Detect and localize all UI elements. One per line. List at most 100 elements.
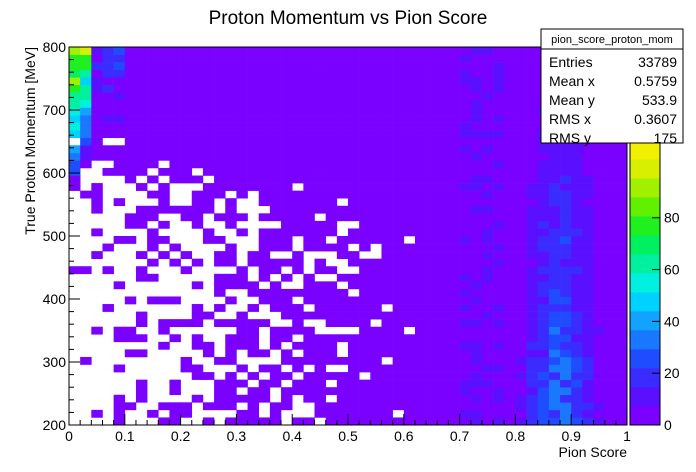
heatmap-cell bbox=[314, 160, 326, 169]
heatmap-cell bbox=[281, 402, 293, 411]
heatmap-cell bbox=[303, 62, 315, 70]
heatmap-cell bbox=[69, 62, 81, 70]
heatmap-cell bbox=[292, 288, 304, 297]
heatmap-cell bbox=[414, 183, 427, 191]
heatmap-cell bbox=[392, 99, 405, 108]
heatmap-cell bbox=[470, 281, 483, 290]
x-tick-label: 0.2 bbox=[171, 428, 191, 444]
heatmap-cell bbox=[582, 304, 594, 312]
heatmap-cell bbox=[135, 334, 148, 343]
x-tick-label: 0.9 bbox=[561, 428, 581, 444]
heatmap-cell bbox=[615, 251, 628, 259]
heatmap-cell bbox=[459, 107, 472, 116]
heatmap-cell bbox=[392, 296, 405, 305]
heatmap-cell bbox=[571, 319, 583, 328]
heatmap-cell bbox=[214, 160, 226, 169]
heatmap-cell bbox=[370, 349, 382, 358]
heatmap-cell bbox=[281, 145, 293, 154]
heatmap-cell bbox=[147, 258, 159, 267]
heatmap-cell bbox=[325, 84, 338, 93]
heatmap-cell bbox=[102, 115, 114, 123]
heatmap-cell bbox=[113, 69, 126, 78]
heatmap-cell bbox=[537, 304, 550, 312]
heatmap-cell bbox=[426, 198, 438, 207]
heatmap-cell bbox=[582, 213, 594, 222]
heatmap-cell bbox=[370, 341, 382, 350]
heatmap-cell bbox=[392, 183, 405, 191]
heatmap-cell bbox=[414, 167, 427, 176]
heatmap-cell bbox=[615, 205, 628, 214]
heatmap-cell bbox=[515, 236, 527, 244]
heatmap-cell bbox=[515, 266, 527, 275]
heatmap-cell bbox=[504, 296, 516, 305]
heatmap-cell bbox=[225, 379, 237, 388]
heatmap-cell bbox=[292, 213, 304, 222]
heatmap-cell bbox=[571, 213, 583, 222]
heatmap-cell bbox=[403, 311, 416, 320]
heatmap-cell bbox=[147, 160, 159, 169]
heatmap-cell bbox=[582, 236, 594, 244]
heatmap-cell bbox=[548, 319, 561, 328]
heatmap-cell bbox=[381, 281, 393, 290]
heatmap-cell bbox=[403, 243, 416, 252]
heatmap-cell bbox=[214, 122, 226, 131]
heatmap-cell bbox=[158, 77, 170, 86]
heatmap-cell bbox=[314, 190, 326, 199]
heatmap-cell bbox=[414, 152, 427, 161]
heatmap-cell bbox=[604, 243, 617, 252]
heatmap-cell bbox=[537, 341, 550, 350]
heatmap-cell bbox=[481, 266, 494, 275]
heatmap-cell bbox=[180, 266, 193, 275]
heatmap-cell bbox=[359, 409, 371, 418]
heatmap-cell bbox=[448, 311, 460, 320]
heatmap-cell bbox=[124, 137, 137, 146]
heatmap-cell bbox=[258, 387, 271, 396]
heatmap-cell bbox=[526, 236, 539, 244]
heatmap-cell bbox=[560, 281, 572, 290]
heatmap-cell bbox=[470, 167, 483, 176]
heatmap-cell bbox=[191, 175, 204, 184]
heatmap-cell bbox=[269, 47, 282, 55]
heatmap-cell bbox=[548, 220, 561, 229]
heatmap-cell bbox=[526, 364, 539, 373]
heatmap-cell bbox=[537, 417, 550, 426]
heatmap-cell bbox=[370, 288, 382, 297]
heatmap-cell bbox=[314, 296, 326, 305]
heatmap-cell bbox=[526, 349, 539, 358]
heatmap-cell bbox=[69, 183, 81, 191]
heatmap-cell bbox=[269, 198, 282, 207]
heatmap-cell bbox=[370, 107, 382, 116]
heatmap-cell bbox=[504, 84, 516, 93]
heatmap-cell bbox=[403, 77, 416, 86]
heatmap-cell bbox=[214, 304, 226, 312]
heatmap-cell bbox=[548, 213, 561, 222]
heatmap-cell bbox=[504, 160, 516, 169]
heatmap-cell bbox=[459, 379, 472, 388]
heatmap-cell bbox=[537, 183, 550, 191]
heatmap-cell bbox=[325, 122, 338, 131]
heatmap-cell bbox=[247, 394, 260, 403]
heatmap-cell bbox=[303, 99, 315, 108]
heatmap-cell bbox=[69, 167, 81, 176]
heatmap-cell bbox=[493, 251, 505, 259]
heatmap-cell bbox=[448, 47, 460, 55]
heatmap-cell bbox=[392, 160, 405, 169]
heatmap-cell bbox=[158, 417, 170, 426]
heatmap-cell bbox=[247, 84, 260, 93]
heatmap-cell bbox=[414, 213, 427, 222]
heatmap-cell bbox=[403, 47, 416, 55]
heatmap-cell bbox=[281, 160, 293, 169]
heatmap-cell bbox=[470, 349, 483, 358]
heatmap-cell bbox=[214, 319, 226, 328]
heatmap-cell bbox=[582, 349, 594, 358]
heatmap-cell bbox=[548, 372, 561, 380]
heatmap-cell bbox=[169, 387, 181, 396]
heatmap-cell bbox=[437, 273, 449, 282]
heatmap-cell bbox=[325, 167, 338, 176]
heatmap-cell bbox=[247, 130, 260, 139]
heatmap-cell bbox=[604, 326, 617, 335]
color-scale-label: 40 bbox=[664, 313, 680, 329]
heatmap-cell bbox=[582, 326, 594, 335]
heatmap-cell bbox=[615, 160, 628, 169]
heatmap-cell bbox=[515, 288, 527, 297]
